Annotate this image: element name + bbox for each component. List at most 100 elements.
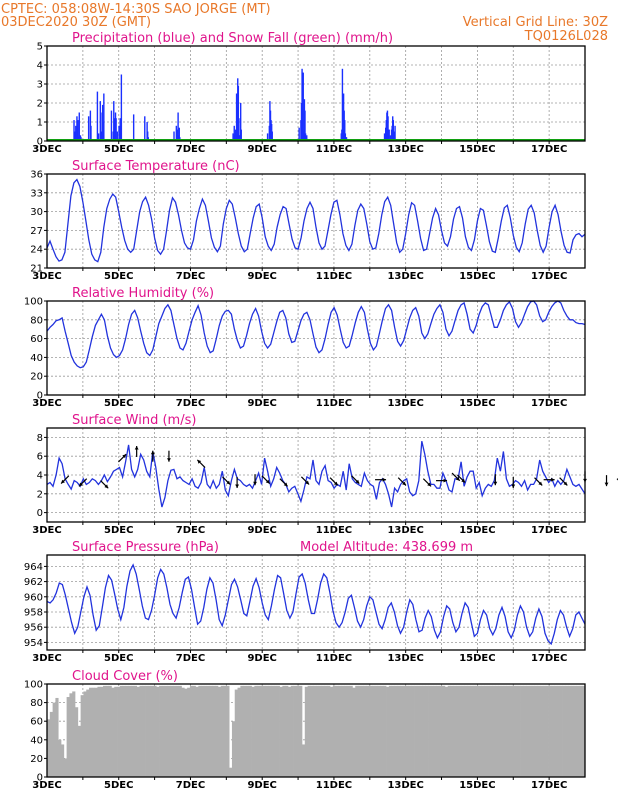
y-tick-label: 30 bbox=[30, 207, 43, 218]
x-tick-label: 5DEC bbox=[104, 398, 133, 409]
y-tick-label: 40 bbox=[30, 735, 43, 746]
cloud-bar bbox=[526, 685, 530, 777]
x-tick-label: 5DEC bbox=[104, 653, 133, 664]
x-tick-label: 17DEC bbox=[531, 653, 567, 664]
cloud-bar bbox=[397, 685, 401, 777]
cloud-bar bbox=[131, 685, 135, 777]
cloud-bar bbox=[178, 685, 182, 777]
cloud-bar bbox=[125, 685, 129, 777]
y-tick-label: 60 bbox=[30, 717, 43, 728]
cloud-bar bbox=[304, 686, 308, 777]
x-tick-label: 3DEC bbox=[32, 525, 61, 536]
cloud-bar bbox=[414, 685, 418, 777]
x-tick-label: 15DEC bbox=[459, 398, 495, 409]
x-tick-label: 15DEC bbox=[459, 653, 495, 664]
cloud-bar bbox=[374, 685, 378, 777]
cloud-bar bbox=[512, 685, 516, 777]
x-tick-label: 9DEC bbox=[247, 780, 276, 791]
cloud-bar bbox=[58, 739, 62, 777]
wind-arrow bbox=[436, 478, 448, 483]
y-tick-label: 962 bbox=[24, 577, 43, 588]
y-tick-label: 958 bbox=[24, 608, 43, 619]
cloud-bar bbox=[573, 685, 577, 777]
wind-arrow bbox=[167, 450, 171, 462]
cloud-bar bbox=[316, 685, 320, 777]
x-tick-label: 5DEC bbox=[104, 271, 133, 282]
cloud-bar bbox=[321, 685, 325, 777]
cloud-bar bbox=[425, 685, 429, 777]
wind-arrow bbox=[493, 474, 498, 486]
cloud-bar bbox=[201, 685, 205, 777]
cloud-bar bbox=[173, 685, 177, 777]
cloud-bar bbox=[514, 685, 519, 777]
y-tick-label: 100 bbox=[24, 680, 43, 691]
x-tick-label: 3DEC bbox=[32, 653, 61, 664]
precip-bar bbox=[387, 116, 389, 141]
cloud-bar bbox=[279, 686, 283, 777]
cloud-bar bbox=[489, 685, 493, 777]
cloud-bar bbox=[394, 685, 398, 777]
y-tick-label: 36 bbox=[30, 170, 43, 181]
cloud-bar bbox=[122, 685, 126, 777]
cloud-bar bbox=[217, 686, 222, 777]
cloud-bar bbox=[411, 685, 415, 777]
cloud-bar bbox=[391, 685, 395, 777]
y-tick-label: 5 bbox=[37, 42, 43, 53]
wind-arrow bbox=[534, 477, 543, 486]
precip-bar bbox=[237, 85, 240, 141]
cloud-bar bbox=[330, 686, 334, 777]
x-tick-label: 15DEC bbox=[459, 780, 495, 791]
precip-bar bbox=[115, 118, 117, 141]
wind-arrow bbox=[422, 478, 432, 487]
precip-bar bbox=[306, 135, 308, 141]
y-tick-label: 3 bbox=[37, 80, 43, 91]
cloud-bar bbox=[69, 693, 73, 777]
cloud-bar bbox=[369, 685, 373, 777]
cloud-bar bbox=[245, 685, 250, 777]
cloud-bar bbox=[262, 685, 266, 777]
grid-line-note: Vertical Grid Line: 30Z bbox=[463, 15, 608, 30]
precip-bar bbox=[103, 93, 105, 141]
cloud-bar bbox=[80, 695, 84, 777]
precip-bar bbox=[173, 131, 175, 141]
cloud-bar bbox=[100, 686, 104, 777]
precip-bar bbox=[75, 125, 77, 141]
precip-bar bbox=[233, 125, 235, 141]
cloud-bar bbox=[366, 685, 370, 777]
cloud-bar bbox=[52, 702, 56, 777]
cloud-bar bbox=[408, 685, 412, 777]
cloud-bar bbox=[307, 685, 311, 777]
wind-arrow bbox=[397, 477, 407, 486]
cloud-bar bbox=[402, 685, 407, 777]
precip-bar bbox=[232, 133, 234, 141]
cloud-bar bbox=[461, 685, 465, 777]
cloud-bar bbox=[554, 685, 558, 777]
x-tick-label: 13DEC bbox=[387, 271, 423, 282]
cloud-bar bbox=[273, 685, 278, 777]
cloud-bar bbox=[150, 685, 154, 777]
cloud-bar bbox=[293, 685, 297, 777]
temperature-title: Surface Temperature (nC) bbox=[72, 159, 240, 174]
cloud-bar bbox=[556, 685, 561, 777]
cloud-bar bbox=[265, 685, 269, 777]
cloud-bar bbox=[467, 685, 471, 777]
cloud-bar bbox=[75, 707, 79, 777]
x-tick-label: 13DEC bbox=[387, 780, 423, 791]
cloud-bar bbox=[470, 685, 474, 777]
cloud-bar bbox=[94, 687, 98, 777]
cloud-bar bbox=[310, 685, 314, 777]
precip-bar bbox=[393, 131, 395, 141]
cloud-bar bbox=[128, 685, 132, 777]
x-tick-label: 3DEC bbox=[32, 398, 61, 409]
precip-bar bbox=[87, 116, 90, 141]
precip-bar bbox=[266, 133, 269, 141]
cloud-bar bbox=[386, 686, 390, 777]
x-tick-label: 15DEC bbox=[459, 271, 495, 282]
wind-arrow bbox=[351, 475, 360, 484]
cloud-bar bbox=[481, 685, 485, 777]
x-tick-label: 15DEC bbox=[459, 525, 495, 536]
x-tick-label: 7DEC bbox=[176, 144, 205, 155]
cloud-bar bbox=[433, 685, 437, 777]
cloud-bar bbox=[229, 767, 233, 777]
precip-title: Precipitation (blue) and Snow Fall (gree… bbox=[72, 31, 393, 46]
